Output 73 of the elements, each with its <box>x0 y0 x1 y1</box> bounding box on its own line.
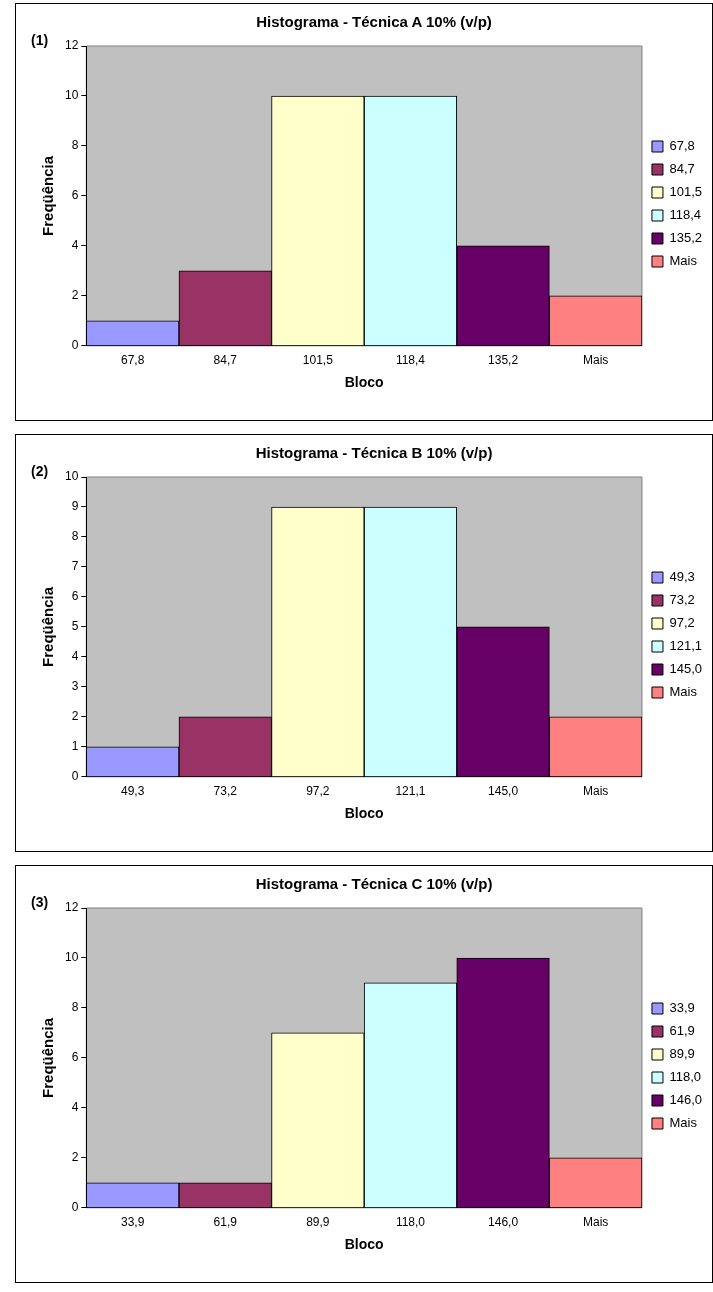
y-tick-label: 8 <box>71 1000 79 1015</box>
y-tick-label: 0 <box>71 338 79 353</box>
legend-label: 67,8 <box>669 138 695 154</box>
y-tick-label: 6 <box>71 589 79 604</box>
y-tick-label: 4 <box>71 649 79 664</box>
y-tick-label: 6 <box>71 188 79 203</box>
chart-title: Histograma - Técnica C 10% (v/p) <box>255 875 493 893</box>
y-tick-label: 1 <box>71 739 79 754</box>
x-tick-label: 135,2 <box>488 353 519 368</box>
text: (2) <box>31 462 49 479</box>
legend-label: 118,4 <box>669 207 702 223</box>
legend-label: 145,0 <box>669 661 703 677</box>
legend-label: 49,3 <box>669 569 695 585</box>
y-tick-label: 8 <box>71 529 79 544</box>
y-tick-label: 0 <box>71 769 79 784</box>
legend-label: Mais <box>669 684 698 700</box>
x-tick-label: 49,3 <box>120 784 145 799</box>
x-tick-label: 146,0 <box>488 1215 519 1230</box>
legend-label: 97,2 <box>669 615 695 631</box>
x-tick-label: 118,4 <box>395 353 426 368</box>
x-tick-label: 97,2 <box>306 784 330 799</box>
y-axis-title: Freqüência <box>39 1017 57 1098</box>
legend-label: 121,1 <box>669 638 703 654</box>
legend-label: Mais <box>669 253 698 269</box>
x-tick-label: 73,2 <box>213 784 238 799</box>
legend-label: 101,5 <box>669 184 703 200</box>
x-tick-label: 145,0 <box>488 784 519 799</box>
legend-label: 73,2 <box>669 592 695 608</box>
y-tick-label: 10 <box>64 88 79 103</box>
x-tick-label: Mais <box>582 784 609 799</box>
y-tick-label: 6 <box>71 1050 79 1065</box>
y-tick-label: 5 <box>71 619 79 634</box>
x-axis-title: Bloco <box>344 374 384 391</box>
text: (3) <box>31 893 49 910</box>
y-tick-label: 2 <box>71 709 79 724</box>
y-tick-label: 2 <box>71 288 79 303</box>
legend-label: 61,9 <box>669 1023 695 1039</box>
text: (1) <box>31 31 49 48</box>
x-tick-label: 84,7 <box>213 353 238 368</box>
x-tick-label: 33,9 <box>120 1215 145 1230</box>
y-tick-label: 0 <box>71 1200 79 1215</box>
legend-label: 89,9 <box>669 1046 695 1062</box>
x-tick-label: 101,5 <box>302 353 334 368</box>
x-axis-title: Bloco <box>344 805 384 822</box>
y-tick-label: 10 <box>64 469 79 484</box>
legend-label: 118,0 <box>669 1069 702 1085</box>
y-axis-title: Freqüência <box>39 586 57 667</box>
y-tick-label: 3 <box>71 679 79 694</box>
x-tick-label: 67,8 <box>120 353 145 368</box>
y-tick-label: 10 <box>64 950 79 965</box>
x-tick-label: 89,9 <box>306 1215 330 1230</box>
y-tick-label: 12 <box>64 900 79 915</box>
y-tick-label: 4 <box>71 238 79 253</box>
x-tick-label: 121,1 <box>395 784 426 799</box>
x-tick-label: 118,0 <box>395 1215 426 1230</box>
x-axis-title: Bloco <box>344 1236 384 1253</box>
chart-title: Histograma - Técnica B 10% (v/p) <box>255 444 493 462</box>
x-tick-label: Mais <box>582 1215 609 1230</box>
y-axis-title: Freqüência <box>39 155 57 236</box>
y-tick-label: 7 <box>71 559 79 574</box>
legend-label: 146,0 <box>669 1092 703 1108</box>
y-tick-label: 2 <box>71 1150 79 1165</box>
y-tick-label: 4 <box>71 1100 79 1115</box>
x-tick-label: 61,9 <box>213 1215 238 1230</box>
y-tick-label: 8 <box>71 138 79 153</box>
legend-label: 84,7 <box>669 161 695 177</box>
chart-title: Histograma - Técnica A 10% (v/p) <box>256 13 492 31</box>
y-tick-label: 9 <box>71 499 79 514</box>
legend-label: 33,9 <box>669 1000 695 1016</box>
legend-label: Mais <box>669 1115 698 1131</box>
x-tick-label: Mais <box>582 353 609 368</box>
y-tick-label: 12 <box>64 38 79 53</box>
legend-label: 135,2 <box>669 230 703 246</box>
